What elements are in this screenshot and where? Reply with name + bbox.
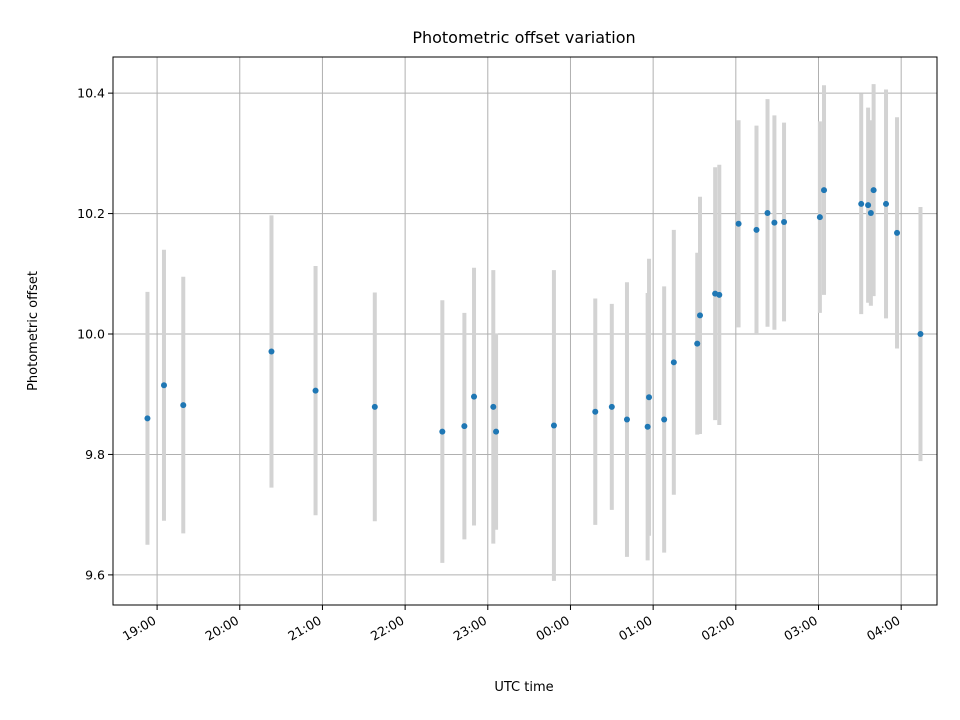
data-point (894, 229, 901, 236)
plot-frame (112, 56, 938, 606)
data-point (592, 408, 599, 415)
data-point (753, 226, 760, 233)
data-point (764, 209, 771, 216)
data-point (646, 394, 653, 401)
y-axis-label: Photometric offset (26, 271, 41, 391)
data-point (883, 200, 890, 207)
data-point (312, 387, 319, 394)
y-tick-label: 9.8 (85, 447, 105, 462)
y-tick-label: 10.4 (77, 86, 105, 101)
plot-area (113, 57, 937, 605)
data-point (144, 415, 151, 422)
y-tick-label: 10.0 (77, 327, 105, 342)
data-points (144, 187, 924, 435)
data-point (461, 423, 468, 430)
data-point (716, 291, 723, 298)
data-point (870, 187, 877, 194)
data-point (371, 403, 378, 410)
data-point (623, 416, 630, 423)
data-point (917, 331, 924, 338)
data-point (644, 423, 651, 430)
data-point (821, 187, 828, 194)
data-point (771, 219, 778, 226)
data-point (160, 382, 167, 389)
y-tick-label: 9.6 (85, 567, 105, 582)
data-point (670, 359, 677, 366)
data-point (858, 200, 865, 207)
data-point (608, 403, 615, 410)
grid (113, 57, 937, 605)
data-point (696, 312, 703, 319)
data-point (493, 428, 500, 435)
data-point (816, 214, 823, 221)
data-point (490, 403, 497, 410)
data-point (550, 422, 557, 429)
data-point (661, 416, 668, 423)
x-axis-label: UTC time (494, 680, 553, 695)
data-point (694, 340, 701, 347)
data-point (735, 220, 742, 227)
chart-title: Photometric offset variation (412, 28, 635, 47)
data-point (439, 428, 446, 435)
data-point (180, 402, 187, 409)
y-tick-label: 10.2 (77, 206, 105, 221)
data-point (867, 209, 874, 216)
data-point (865, 202, 872, 209)
data-point (471, 393, 478, 400)
y-axis-ticks: 9.6 9.8 10.0 10.2 10.4 (77, 86, 113, 582)
data-point (781, 219, 788, 226)
data-point (268, 348, 275, 355)
